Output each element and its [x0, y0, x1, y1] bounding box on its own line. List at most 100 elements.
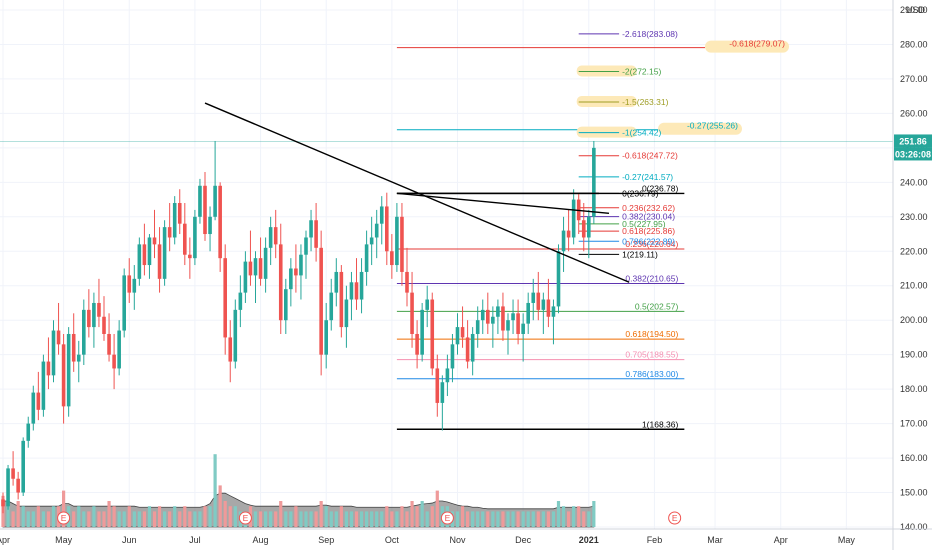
volume-bar	[359, 511, 364, 527]
candle-body	[16, 478, 20, 493]
candle-body	[324, 320, 328, 355]
volume-bar	[72, 511, 76, 527]
time-tick-label: Mar	[707, 535, 723, 545]
volume-bar	[526, 511, 530, 527]
fib-small-label: -0.27(241.57)	[622, 172, 673, 182]
volume-bar	[122, 511, 126, 527]
volume-bar	[107, 501, 111, 527]
volume-bar	[82, 511, 86, 527]
fib-level-label: 0.382(210.65)	[625, 273, 678, 283]
candle-body	[213, 185, 217, 217]
candle-body	[51, 330, 56, 376]
price-tags: 251.86 03:26:08	[894, 134, 932, 161]
candle-body	[405, 271, 409, 293]
volume-bar	[410, 501, 414, 527]
candle-body	[107, 333, 111, 355]
candle-body	[263, 247, 268, 279]
candle-body	[511, 313, 515, 321]
volume-bar	[208, 506, 212, 527]
candle-body	[238, 292, 243, 310]
candle-body	[66, 333, 71, 407]
volume-bar	[400, 506, 404, 527]
volume-bar	[501, 511, 505, 527]
price-tick-label: 190.00	[900, 350, 928, 360]
fib-retracement-small[interactable]: 0(236.79) 0.236(232.62)0.382(230.04)0.5(2…	[576, 29, 678, 259]
candle-body	[415, 333, 419, 355]
candle-body	[268, 227, 273, 248]
candle-body	[369, 237, 374, 245]
candle-body	[92, 302, 96, 328]
fib-level-label: 0.5(202.57)	[635, 301, 679, 311]
trendline	[396, 192, 610, 215]
candle-body	[445, 368, 450, 383]
last-price-tag-text: 251.86	[899, 136, 927, 146]
volume-bar	[11, 511, 15, 527]
volume-bar	[496, 511, 500, 527]
volume-bar	[127, 506, 131, 527]
volume-bar	[289, 511, 293, 527]
candle-body	[546, 299, 551, 317]
volume-bar	[592, 501, 596, 527]
volume-bar	[173, 506, 177, 527]
volume-bar	[471, 511, 475, 527]
volume-bar	[6, 506, 10, 527]
candle-body	[253, 258, 258, 276]
volume-bar	[455, 511, 460, 527]
volume-bar	[102, 511, 106, 527]
candle-body	[26, 423, 31, 441]
volume-bar	[203, 506, 207, 527]
volume-bar	[334, 511, 338, 527]
price-tick-label: 180.00	[900, 384, 928, 394]
volume-bar	[157, 506, 162, 527]
volume-bar	[21, 506, 25, 527]
time-tick-label: May	[838, 535, 856, 545]
fib-retracement-main[interactable]: 0(236.78) 0.236(220.64) 0.382(210.65) 0.5(2…	[396, 39, 789, 430]
countdown-tag	[894, 147, 932, 161]
volume-bar	[390, 511, 394, 527]
volume-bar	[274, 511, 278, 527]
candle-body	[339, 271, 344, 328]
volume-bar	[77, 506, 81, 527]
earnings-marker-label: E	[445, 513, 451, 523]
candle-body	[491, 316, 495, 324]
candle-body	[203, 185, 207, 235]
volume-bar	[178, 511, 182, 527]
candle-body	[71, 333, 76, 362]
candle-body	[516, 313, 520, 334]
volume-bar	[531, 511, 535, 527]
candle-body	[536, 292, 541, 310]
candle-body	[21, 440, 25, 493]
candle-body	[304, 237, 308, 255]
fib-small-label: 1(219.11)	[622, 249, 658, 259]
price-tick-label: 260.00	[900, 108, 928, 118]
volume-bar	[132, 511, 136, 527]
price-tick-label: 220.00	[900, 246, 928, 256]
earnings-marker-label: E	[672, 513, 678, 523]
candle-body	[374, 223, 379, 238]
volume-bar	[188, 511, 192, 527]
candle-body	[248, 261, 253, 276]
volume-bar	[193, 511, 197, 527]
trendlines[interactable]	[204, 102, 630, 283]
candle-body	[177, 203, 182, 224]
candle-body	[541, 299, 546, 310]
candle-body	[435, 368, 440, 403]
candle-body	[76, 354, 81, 362]
fib-small-label: -2(272.15)	[622, 67, 661, 77]
candle-body	[410, 292, 414, 334]
volume-bar	[339, 506, 343, 527]
candle-body	[97, 302, 101, 317]
volume-bar	[466, 511, 470, 527]
candle-body	[329, 292, 334, 321]
volume-bar	[264, 511, 268, 527]
volume-bar	[168, 511, 172, 527]
candle-body	[1, 499, 5, 507]
time-axis[interactable]: Apr May Jun Jul Aug Sep Oct Nov Dec 2021 Feb Mar Apr…	[0, 528, 932, 545]
time-tick-label: Apr	[774, 535, 788, 545]
volume-bar	[198, 511, 202, 527]
volume-bar	[572, 506, 576, 527]
volume-bar	[481, 511, 485, 527]
volume-bar	[375, 511, 379, 527]
volume-bar	[314, 511, 318, 527]
